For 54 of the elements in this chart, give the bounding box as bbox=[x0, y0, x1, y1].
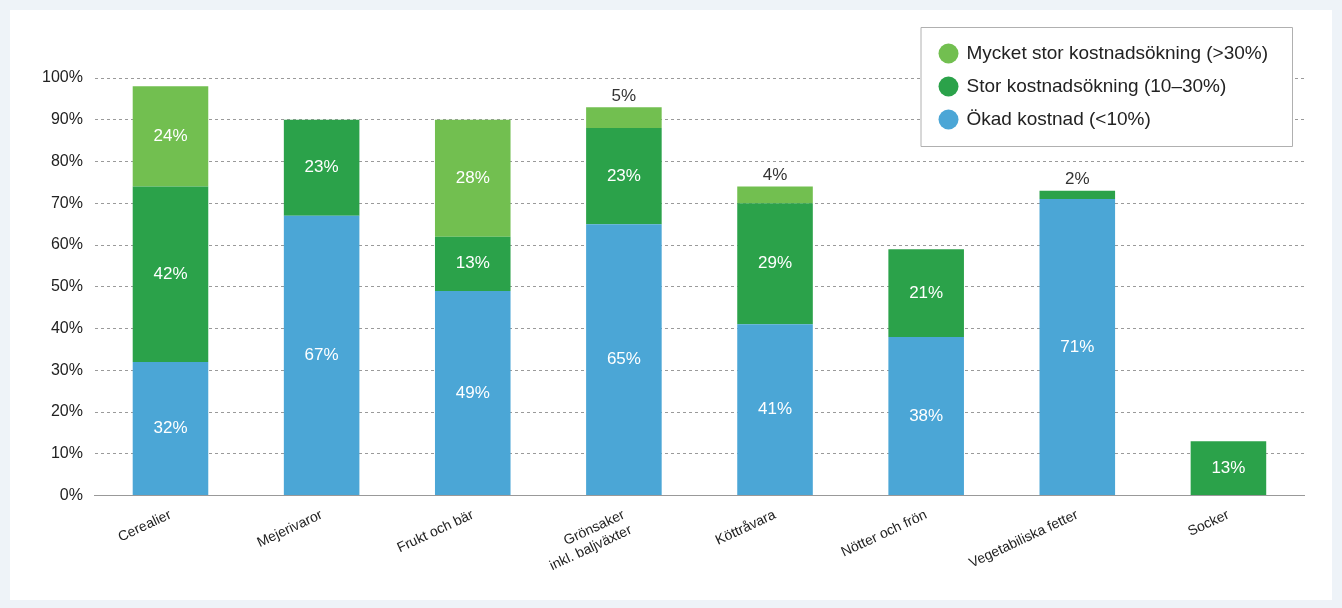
bar bbox=[888, 249, 964, 337]
bar bbox=[1039, 199, 1116, 496]
data-label: 2% bbox=[1065, 169, 1090, 189]
bar bbox=[434, 236, 511, 291]
data-label: 71% bbox=[1060, 336, 1095, 356]
y-tick-label: 70% bbox=[50, 193, 83, 211]
bar bbox=[434, 290, 511, 496]
data-label: 32% bbox=[153, 418, 188, 438]
y-tick-label: 10% bbox=[50, 444, 83, 462]
bar bbox=[1039, 190, 1116, 200]
legend-label: Mycket stor kostnadsökning (>30%) bbox=[966, 41, 1268, 63]
data-label: 24% bbox=[153, 126, 188, 146]
bar bbox=[888, 336, 964, 496]
data-label: 49% bbox=[455, 382, 490, 402]
bar bbox=[283, 119, 360, 216]
bar bbox=[283, 215, 360, 496]
bar bbox=[586, 107, 662, 129]
y-tick-label: 40% bbox=[50, 318, 83, 336]
y-tick-label: 80% bbox=[50, 151, 83, 169]
data-label: 38% bbox=[909, 405, 944, 425]
y-tick-label: 30% bbox=[50, 360, 83, 378]
bar bbox=[737, 186, 813, 204]
data-label: 28% bbox=[455, 167, 490, 187]
data-label: 29% bbox=[758, 253, 793, 273]
bar bbox=[586, 224, 662, 496]
data-label: 5% bbox=[611, 85, 637, 105]
data-label: 23% bbox=[304, 157, 339, 177]
bar bbox=[1190, 441, 1267, 496]
bar bbox=[737, 324, 813, 496]
data-label: 67% bbox=[304, 345, 339, 365]
data-label: 65% bbox=[606, 349, 641, 369]
y-tick-label: 0% bbox=[59, 485, 83, 503]
data-label: 41% bbox=[758, 399, 793, 419]
y-tick-label: 60% bbox=[50, 235, 83, 253]
data-label: 21% bbox=[909, 282, 944, 302]
x-tick-label: Frukt och bär bbox=[394, 505, 476, 556]
y-tick-label: 20% bbox=[50, 402, 83, 420]
data-label: 42% bbox=[153, 263, 188, 283]
bar bbox=[132, 186, 209, 362]
bar bbox=[132, 86, 209, 187]
bar bbox=[132, 361, 209, 496]
y-tick-label: 100% bbox=[42, 68, 83, 86]
legend-label: Stor kostnadsökning (10–30%) bbox=[966, 74, 1227, 96]
data-label: 23% bbox=[606, 165, 641, 185]
y-tick-label: 50% bbox=[50, 277, 83, 295]
data-label: 4% bbox=[762, 165, 788, 185]
y-tick-label: 90% bbox=[50, 110, 83, 128]
data-label: 13% bbox=[1211, 457, 1246, 477]
bar bbox=[434, 119, 511, 237]
x-tick-label: Nötter och frön bbox=[838, 505, 930, 560]
bar bbox=[737, 203, 813, 325]
data-label: 13% bbox=[455, 253, 490, 273]
bar bbox=[586, 128, 662, 225]
legend-label: Ökad kostnad (<10%) bbox=[966, 107, 1151, 129]
